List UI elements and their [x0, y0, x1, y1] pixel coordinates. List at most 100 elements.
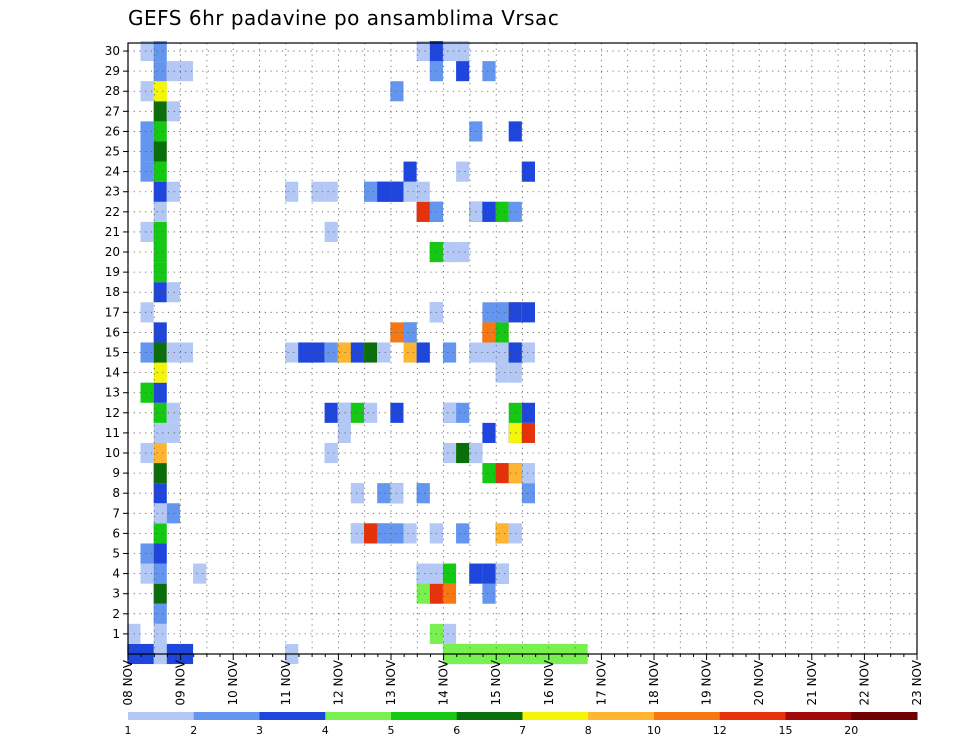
y-tick-label: 14: [105, 366, 120, 380]
x-axis: 08 NOV 09 NOV 10 NOV 11 NOV 12 NOV 13 NOV 14 N…: [121, 654, 924, 706]
y-tick-label: 26: [105, 124, 120, 138]
heatmap-cell: [324, 402, 338, 423]
y-tick-label: 3: [112, 587, 120, 601]
heatmap-cell: [521, 402, 535, 423]
heatmap-cell: [508, 463, 522, 484]
heatmap-cell: [153, 282, 167, 303]
heatmap-cell: [495, 463, 509, 484]
x-tick-label: 12 NOV: [331, 659, 345, 705]
heatmap-cell: [364, 402, 378, 423]
heatmap-cell: [521, 161, 535, 182]
heatmap-cell: [153, 262, 167, 283]
legend-level-label: 12: [713, 724, 727, 737]
heatmap-cell: [482, 201, 496, 222]
x-tick-label: 19 NOV: [700, 659, 714, 705]
heatmap-cell: [153, 201, 167, 222]
heatmap-cell: [153, 483, 167, 504]
heatmap-cell: [153, 342, 167, 363]
x-tick-label: 14 NOV: [437, 659, 451, 705]
heatmap-cell: [482, 322, 496, 343]
heatmap-cell: [153, 241, 167, 263]
heatmap-cell: [153, 161, 167, 182]
heatmap-cell: [416, 181, 430, 202]
x-tick-label: 10 NOV: [226, 659, 240, 705]
x-tick-label: 13 NOV: [384, 659, 398, 705]
legend-level-label: 5: [388, 724, 395, 737]
heatmap-cell: [153, 463, 167, 484]
heatmap-cell: [508, 422, 522, 443]
heatmap-cell: [193, 563, 207, 584]
heatmap-cell: [508, 201, 522, 222]
heatmap-cell: [508, 121, 522, 142]
legend-level-label: 3: [256, 724, 263, 737]
heatmap-cell: [153, 101, 167, 122]
legend-swatch: [128, 712, 195, 720]
grid-lines: [128, 43, 918, 654]
heatmap-cell: [166, 61, 180, 82]
legend-level-label: 4: [322, 724, 329, 737]
heatmap-cell: [179, 61, 194, 82]
x-tick-label: 18 NOV: [647, 659, 661, 705]
legend-swatch: [851, 712, 918, 720]
y-tick-label: 2: [112, 607, 120, 621]
heatmap-cell: [508, 362, 522, 383]
legend-level-label: 8: [585, 724, 592, 737]
heatmap-cell: [442, 623, 457, 644]
heatmap-cell: [442, 402, 457, 423]
legend-swatch: [588, 712, 655, 720]
heatmap-cell: [140, 342, 154, 363]
y-tick-label: 28: [105, 84, 120, 98]
heatmap-cell: [456, 40, 470, 62]
heatmap-cells: [127, 40, 588, 665]
legend-level-label: 15: [779, 724, 793, 737]
heatmap-cell: [153, 503, 167, 524]
heatmap-cell: [153, 402, 167, 423]
y-tick-label: 8: [112, 486, 120, 500]
heatmap-cell: [311, 181, 325, 202]
heatmap-cell: [140, 302, 154, 323]
heatmap-cell: [350, 402, 365, 423]
legend-level-label: 10: [647, 724, 661, 737]
heatmap-cell: [153, 422, 167, 443]
heatmap-cell: [495, 201, 509, 222]
heatmap-cell: [416, 342, 430, 363]
legend-level-label: 2: [190, 724, 197, 737]
y-tick-label: 12: [105, 406, 120, 420]
heatmap-cell: [153, 442, 167, 464]
heatmap-cell: [521, 302, 535, 323]
legend-level-label: 6: [453, 724, 460, 737]
heatmap-cell: [153, 322, 167, 343]
heatmap-cell: [153, 40, 167, 62]
y-tick-label: 18: [105, 285, 120, 299]
heatmap-cell: [521, 483, 535, 504]
heatmap-cell: [337, 342, 351, 363]
heatmap-cell: [364, 181, 378, 202]
heatmap-cell: [403, 523, 417, 544]
heatmap-cell: [324, 442, 338, 464]
heatmap-cell: [416, 201, 430, 222]
y-tick-label: 16: [105, 325, 120, 339]
legend-swatch: [391, 712, 458, 720]
heatmap-cell: [482, 61, 496, 82]
heatmap-cell: [377, 483, 391, 504]
heatmap-cell: [403, 161, 417, 182]
legend-level-label: 20: [844, 724, 858, 737]
y-tick-label: 22: [105, 205, 120, 219]
heatmap-cell: [140, 221, 154, 242]
y-tick-label: 9: [112, 466, 120, 480]
heatmap-cell: [140, 543, 154, 564]
color-legend: 1 2 3 4 5 6 7 8 10 12 15 20: [125, 712, 918, 737]
heatmap-cell: [482, 342, 496, 363]
heatmap-cell: [153, 141, 167, 162]
y-tick-label: 20: [105, 245, 120, 259]
heatmap-cell: [495, 342, 509, 363]
legend-swatch: [785, 712, 852, 720]
heatmap-cell: [153, 221, 167, 242]
y-tick-label: 25: [105, 145, 120, 159]
heatmap-cell: [521, 342, 535, 363]
heatmap-cell: [416, 563, 430, 584]
heatmap-cell: [416, 583, 430, 604]
x-tick-label: 22 NOV: [857, 659, 871, 705]
x-tick-label: 09 NOV: [174, 659, 188, 705]
chart-title: GEFS 6hr padavine po ansamblima Vrsac: [128, 6, 560, 30]
